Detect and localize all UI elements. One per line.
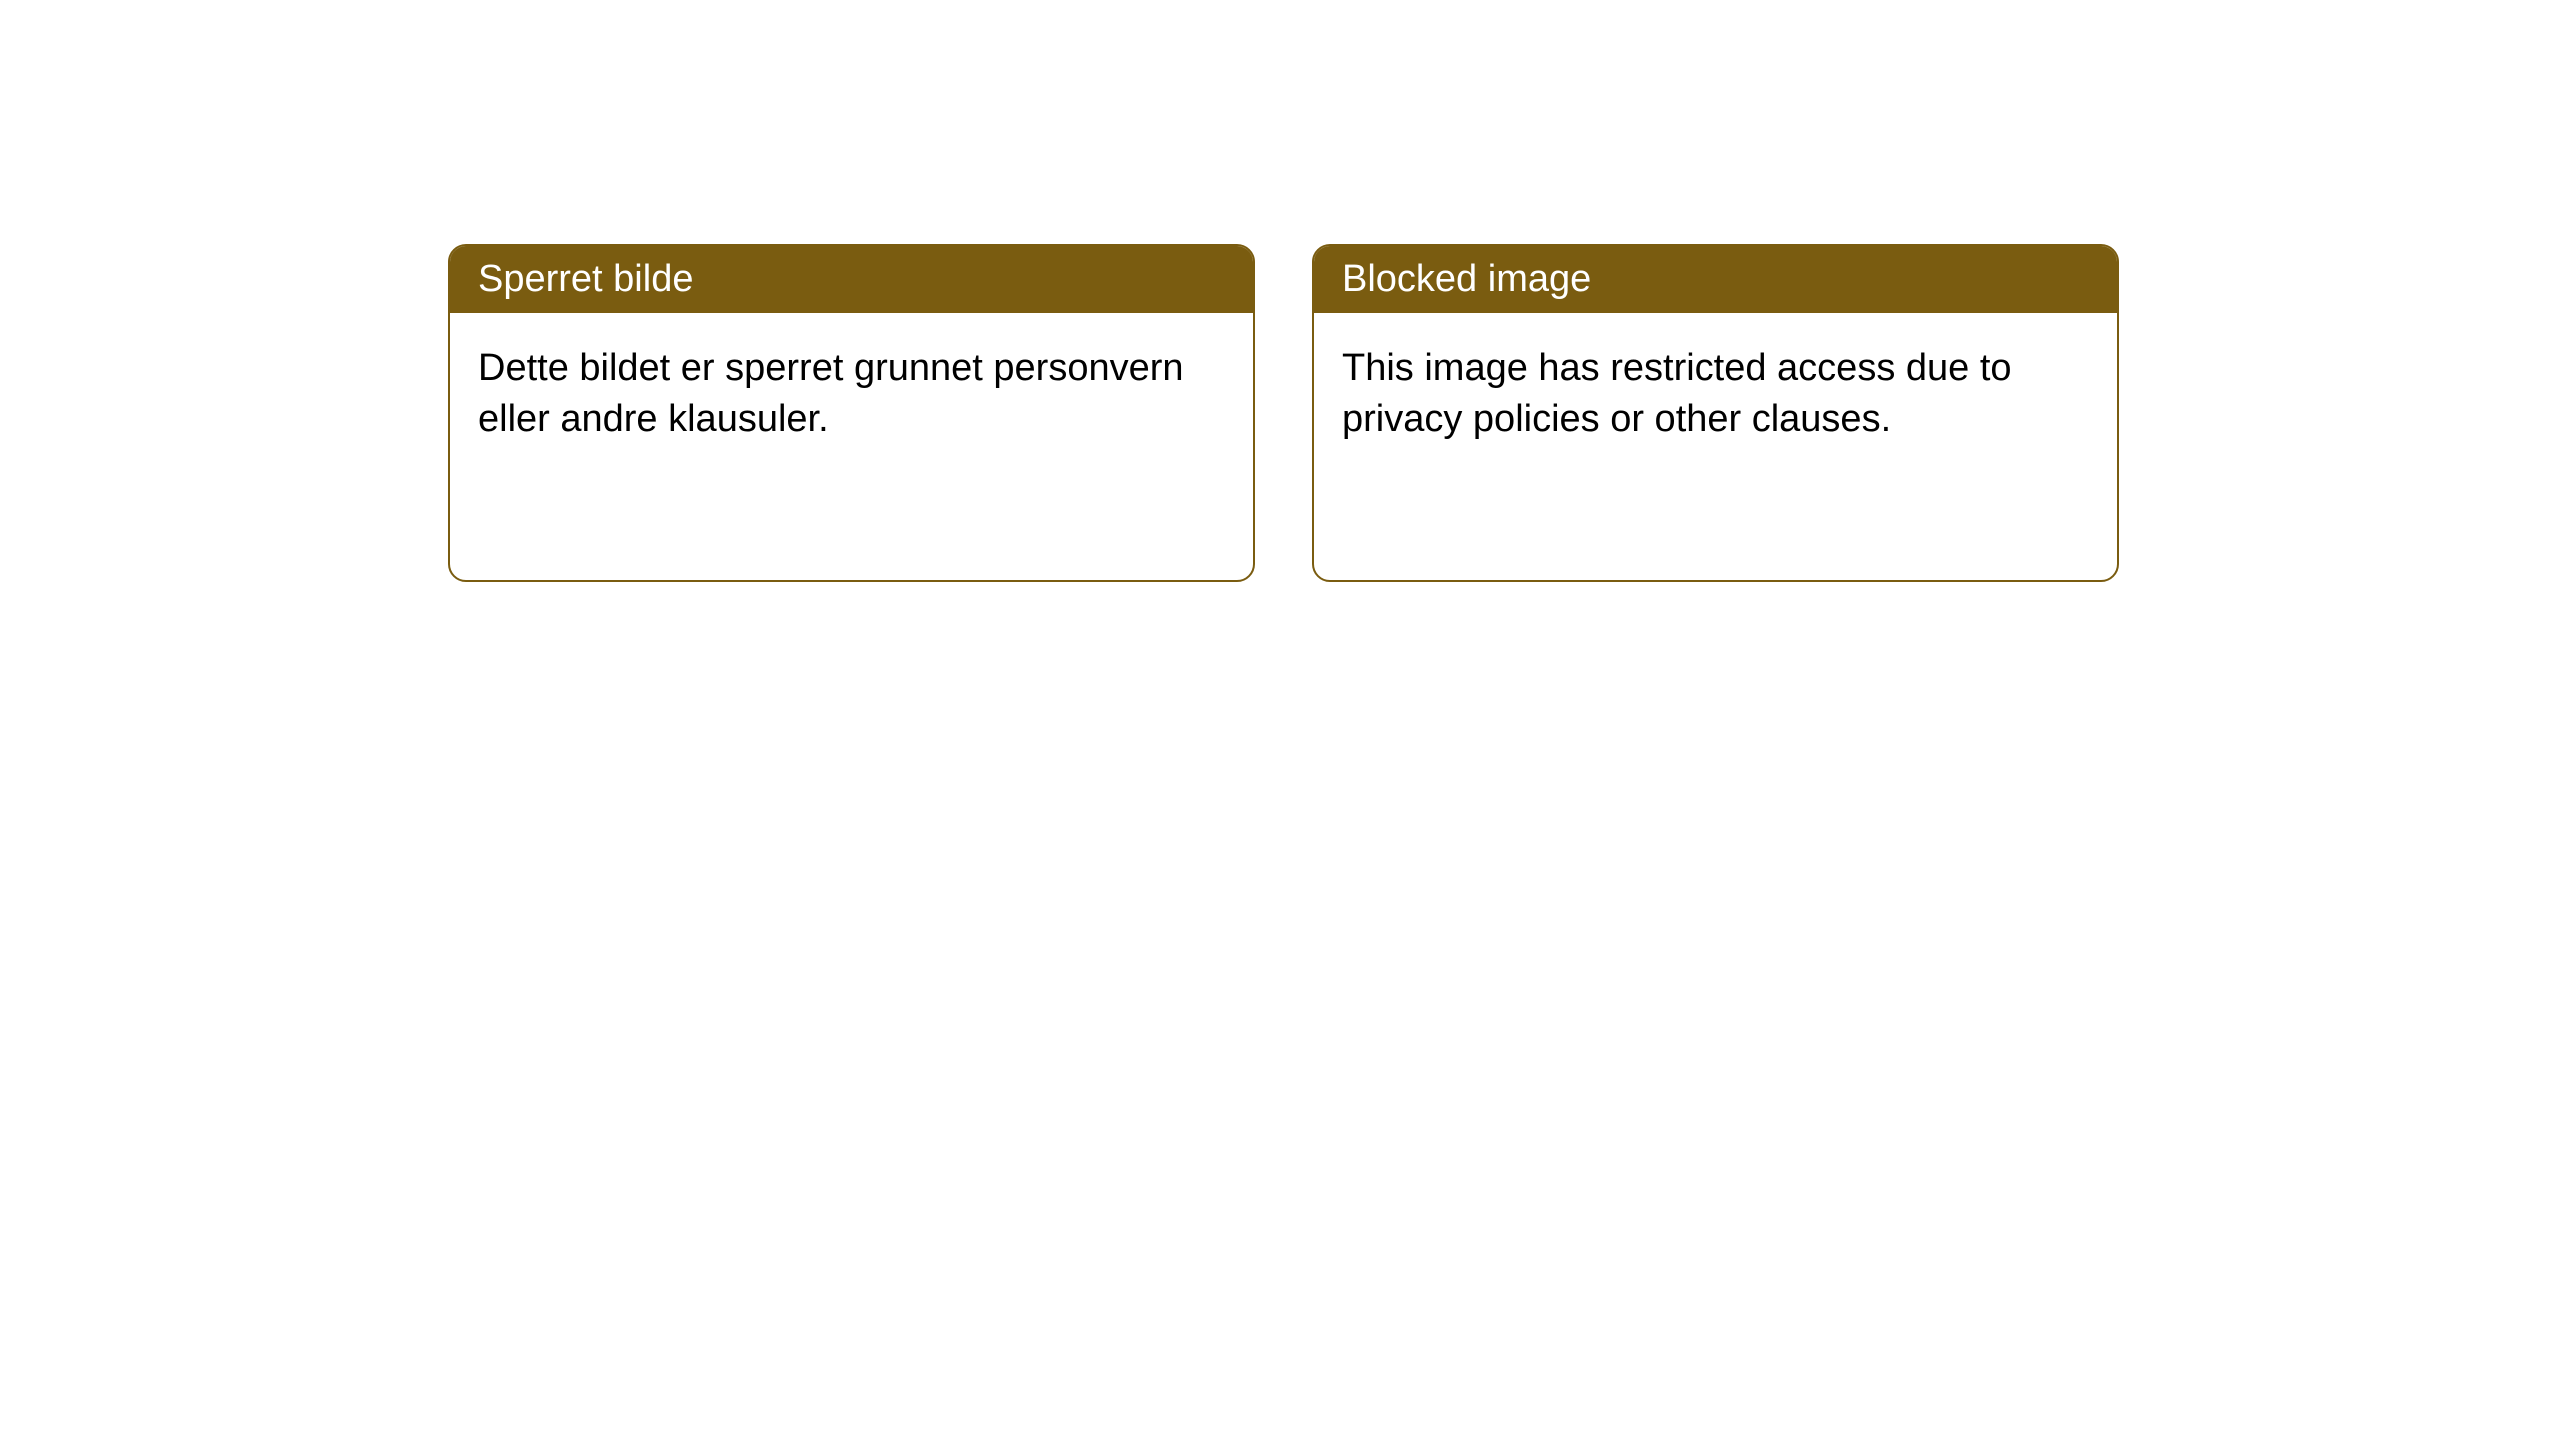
notice-card-english: Blocked image This image has restricted … bbox=[1312, 244, 2119, 582]
notice-card-norwegian: Sperret bilde Dette bildet er sperret gr… bbox=[448, 244, 1255, 582]
blocked-image-notices: Sperret bilde Dette bildet er sperret gr… bbox=[448, 244, 2119, 582]
notice-body-english: This image has restricted access due to … bbox=[1314, 313, 2117, 476]
notice-body-norwegian: Dette bildet er sperret grunnet personve… bbox=[450, 313, 1253, 476]
notice-title-english: Blocked image bbox=[1314, 246, 2117, 313]
notice-title-norwegian: Sperret bilde bbox=[450, 246, 1253, 313]
